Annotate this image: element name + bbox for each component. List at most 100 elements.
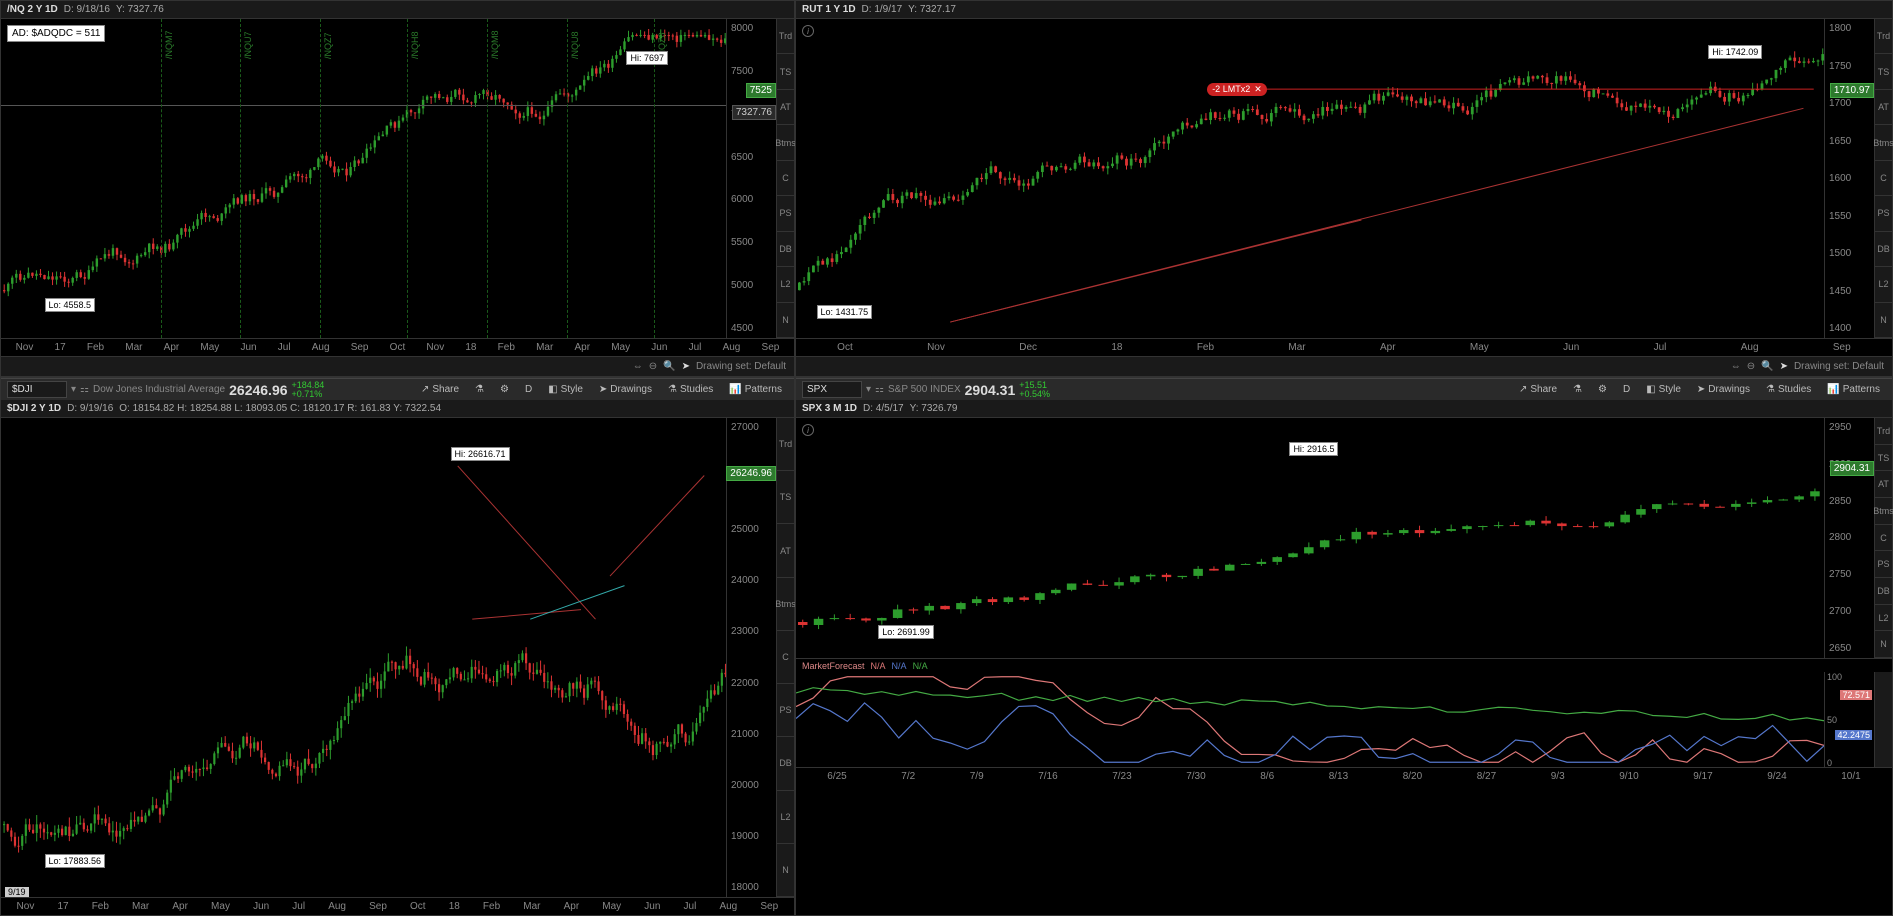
side-tab-n[interactable]: N xyxy=(1875,631,1892,658)
zoom-in-icon[interactable]: 🔍 xyxy=(1761,361,1773,372)
indicator-value-tag: 72.571 xyxy=(1840,690,1872,700)
indicator-plot[interactable] xyxy=(796,672,1824,767)
side-tab-at[interactable]: AT xyxy=(1875,471,1892,498)
drawing-set-label[interactable]: Drawing set: Default xyxy=(696,361,786,372)
share-button[interactable]: ↗ Share xyxy=(1513,382,1563,397)
side-tab-ps[interactable]: PS xyxy=(1875,551,1892,578)
symbol-input-spx[interactable] xyxy=(802,381,862,398)
gear-icon[interactable]: ⚙ xyxy=(494,382,515,397)
side-tab-c[interactable]: C xyxy=(777,631,794,684)
side-tab-at[interactable]: AT xyxy=(1875,90,1892,125)
chart-plot-nq[interactable]: Hi: 7697 Lo: 4558.5 /NQM7/NQU7/NQZ7/NQH8… xyxy=(1,19,726,338)
side-tab-btms[interactable]: Btms xyxy=(777,125,794,160)
side-tab-n[interactable]: N xyxy=(777,303,794,338)
price-dji: 26246.96 xyxy=(229,382,287,398)
side-tab-ts[interactable]: TS xyxy=(777,471,794,524)
side-tab-c[interactable]: C xyxy=(1875,525,1892,552)
info-icon[interactable]: i xyxy=(802,424,814,436)
zoom-out-icon[interactable]: ⊖ xyxy=(649,361,657,372)
zoom-out-icon[interactable]: ⊖ xyxy=(1747,361,1755,372)
side-tab-at[interactable]: AT xyxy=(777,90,794,125)
dropdown-icon[interactable]: ▾ xyxy=(71,384,76,395)
x-tick: Jul xyxy=(689,342,702,353)
share-button[interactable]: ↗ Share xyxy=(415,382,465,397)
side-tab-trd[interactable]: Trd xyxy=(1875,418,1892,445)
style-button[interactable]: ◧ Style xyxy=(1640,382,1687,397)
x-tick: Feb xyxy=(1197,342,1214,353)
timeframe-button[interactable]: D xyxy=(1617,382,1636,397)
side-tab-l2[interactable]: L2 xyxy=(1875,605,1892,632)
x-tick: Mar xyxy=(523,901,540,912)
link-icon[interactable]: ⚏ xyxy=(875,384,884,395)
gear-icon[interactable]: ⚙ xyxy=(1592,382,1613,397)
x-tick: Aug xyxy=(328,901,346,912)
side-tab-ts[interactable]: TS xyxy=(1875,54,1892,89)
side-tab-c[interactable]: C xyxy=(777,161,794,196)
patterns-button[interactable]: 📊 Patterns xyxy=(1821,382,1886,397)
ind-v1: N/A xyxy=(871,661,886,671)
side-tab-db[interactable]: DB xyxy=(1875,578,1892,605)
side-tab-trd[interactable]: Trd xyxy=(1875,19,1892,54)
style-button[interactable]: ◧ Style xyxy=(542,382,589,397)
side-tab-n[interactable]: N xyxy=(777,844,794,897)
ref-price-nq: 7327.76 xyxy=(732,105,776,120)
side-tab-ps[interactable]: PS xyxy=(777,196,794,231)
contract-vline: /NQZ7 xyxy=(320,19,321,338)
x-tick: 7/2 xyxy=(901,771,915,782)
chart-plot-spx[interactable]: Hi: 2916.5 Lo: 2691.99 xyxy=(796,418,1824,658)
side-tab-btms[interactable]: Btms xyxy=(1875,125,1892,160)
patterns-button[interactable]: 📊 Patterns xyxy=(723,382,788,397)
x-tick: Jun xyxy=(651,342,667,353)
zoom-in-icon[interactable]: 🔍 xyxy=(663,361,675,372)
drawings-button[interactable]: ➤ Drawings xyxy=(1691,382,1756,397)
lo-label-rut: Lo: 1431.75 xyxy=(817,305,873,319)
side-tab-ts[interactable]: TS xyxy=(777,54,794,89)
info-icon[interactable]: i xyxy=(802,25,814,37)
cur-price-spx: 2904.31 xyxy=(1830,461,1874,476)
tick: 1400 xyxy=(1827,323,1872,334)
side-tab-db[interactable]: DB xyxy=(1875,232,1892,267)
chart-plot-dji[interactable]: Hi: 26616.71 Lo: 17883.56 xyxy=(1,418,726,897)
side-tab-db[interactable]: DB xyxy=(777,737,794,790)
side-tab-n[interactable]: N xyxy=(1875,303,1892,338)
cursor-icon[interactable]: ➤ xyxy=(682,361,690,372)
side-tab-btms[interactable]: Btms xyxy=(777,578,794,631)
studies-button[interactable]: ⚗ Studies xyxy=(1760,382,1817,397)
side-tab-btms[interactable]: Btms xyxy=(1875,498,1892,525)
chg-pct-spx: +0.54% xyxy=(1019,390,1050,399)
order-label[interactable]: -2 LMTx2 ✕ xyxy=(1207,83,1267,96)
side-tab-db[interactable]: DB xyxy=(777,232,794,267)
side-tab-l2[interactable]: L2 xyxy=(1875,267,1892,302)
link-icon[interactable]: ⚏ xyxy=(80,384,89,395)
lo-label-nq: Lo: 4558.5 xyxy=(45,298,96,312)
flask-icon[interactable]: ⚗ xyxy=(469,382,490,397)
side-tab-ps[interactable]: PS xyxy=(1875,196,1892,231)
indicator-yaxis: 10050072.57142.2475 xyxy=(1824,672,1874,767)
close-icon[interactable]: ✕ xyxy=(1254,84,1262,95)
side-tab-l2[interactable]: L2 xyxy=(777,791,794,844)
side-tab-ps[interactable]: PS xyxy=(777,684,794,737)
timeframe-button[interactable]: D xyxy=(519,382,538,397)
side-tab-at[interactable]: AT xyxy=(777,524,794,577)
x-tick: May xyxy=(200,342,219,353)
x-tick: Jun xyxy=(240,342,256,353)
symbol-input-dji[interactable] xyxy=(7,381,67,398)
indicator-panel: 10050072.57142.2475 xyxy=(796,672,1892,767)
nav-icon[interactable]: ⇔ xyxy=(633,361,643,372)
y-spx: Y: 7326.79 xyxy=(910,403,958,414)
dropdown-icon[interactable]: ▾ xyxy=(866,384,871,395)
studies-button[interactable]: ⚗ Studies xyxy=(662,382,719,397)
cursor-icon[interactable]: ➤ xyxy=(1780,361,1788,372)
side-tab-trd[interactable]: Trd xyxy=(777,418,794,471)
flask-icon[interactable]: ⚗ xyxy=(1567,382,1588,397)
side-tab-c[interactable]: C xyxy=(1875,161,1892,196)
side-tab-trd[interactable]: Trd xyxy=(777,19,794,54)
drawings-button[interactable]: ➤ Drawings xyxy=(593,382,658,397)
drawing-set-label[interactable]: Drawing set: Default xyxy=(1794,361,1884,372)
info-bar-nq: /NQ 2 Y 1D D: 9/18/16 Y: 7327.76 xyxy=(1,1,794,19)
side-tab-ts[interactable]: TS xyxy=(1875,445,1892,472)
x-tick: Feb xyxy=(498,342,515,353)
chart-plot-rut[interactable]: Hi: 1742.09 Lo: 1431.75 -2 LMTx2 ✕ xyxy=(796,19,1824,338)
nav-icon[interactable]: ⇔ xyxy=(1731,361,1741,372)
side-tab-l2[interactable]: L2 xyxy=(777,267,794,302)
